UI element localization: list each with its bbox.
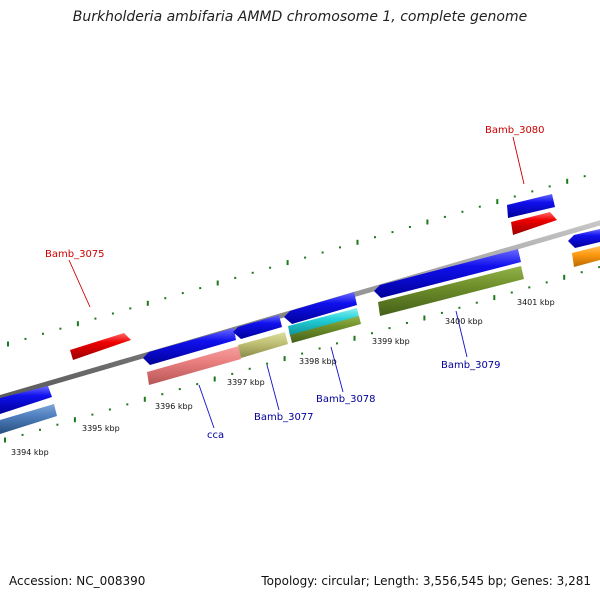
gene-bamb3079-bar[interactable] xyxy=(378,266,524,316)
connector-bamb3079 xyxy=(455,310,468,358)
gene-label-bamb3079[interactable]: Bamb_3079 xyxy=(441,360,501,371)
gene-label-bamb3077[interactable]: Bamb_3077 xyxy=(254,412,314,423)
kbp-label-3400: 3400 kbp xyxy=(445,317,483,326)
connector-bamb3078 xyxy=(330,346,344,393)
gene-label-bamb3075[interactable]: Bamb_3075 xyxy=(45,249,105,260)
gene-label-bamb3080[interactable]: Bamb_3080 xyxy=(485,125,545,136)
kbp-label-3397: 3397 kbp xyxy=(227,378,265,387)
gene-blue-arrow-right[interactable] xyxy=(568,229,600,248)
kbp-label-3399: 3399 kbp xyxy=(372,337,410,346)
map-title: Burkholderia ambifaria AMMD chromosome 1… xyxy=(72,9,528,25)
gene-cca-bar[interactable] xyxy=(147,346,241,385)
gene-orange-bar[interactable] xyxy=(572,246,600,267)
gene-bamb3075-arrow[interactable] xyxy=(70,333,131,360)
connector-bamb3080 xyxy=(512,136,525,185)
gene-bamb3080-arrow[interactable] xyxy=(511,212,557,235)
gene-blue-arrow-3398[interactable] xyxy=(284,292,357,324)
gene-blue-arrow-3080[interactable] xyxy=(507,194,555,218)
gene-bamb3078-olive-bar[interactable] xyxy=(290,316,361,343)
accession-text: Accession: NC_008390 xyxy=(9,574,146,588)
kbp-label-3401: 3401 kbp xyxy=(517,298,555,307)
kbp-label-3394: 3394 kbp xyxy=(11,448,49,457)
kbp-label-3395: 3395 kbp xyxy=(82,424,120,433)
connector-bamb3077 xyxy=(266,364,280,411)
lower-tick-row xyxy=(4,266,600,443)
gene-blue-arrow-3397[interactable] xyxy=(233,315,282,339)
topology-text: Topology: circular; Length: 3,556,545 bp… xyxy=(261,574,591,588)
gene-blue-arrow-3396[interactable] xyxy=(143,328,236,365)
gene-bamb3077-bar[interactable] xyxy=(238,332,288,358)
gene-blue-arrow-3399[interactable] xyxy=(374,249,521,298)
gene-label-bamb3078[interactable]: Bamb_3078 xyxy=(316,394,376,405)
gene-steel-bar[interactable] xyxy=(0,404,57,434)
gene-bamb3078-cyan-bar[interactable] xyxy=(288,308,359,336)
connector-bamb3075 xyxy=(68,259,91,308)
connector-cca xyxy=(198,384,215,429)
gene-label-cca[interactable]: cca xyxy=(207,430,224,441)
upper-tick-row xyxy=(7,175,586,347)
kbp-label-3398: 3398 kbp xyxy=(299,357,337,366)
kbp-label-3396: 3396 kbp xyxy=(155,402,193,411)
gene-blue-arrow-left[interactable] xyxy=(0,386,52,414)
